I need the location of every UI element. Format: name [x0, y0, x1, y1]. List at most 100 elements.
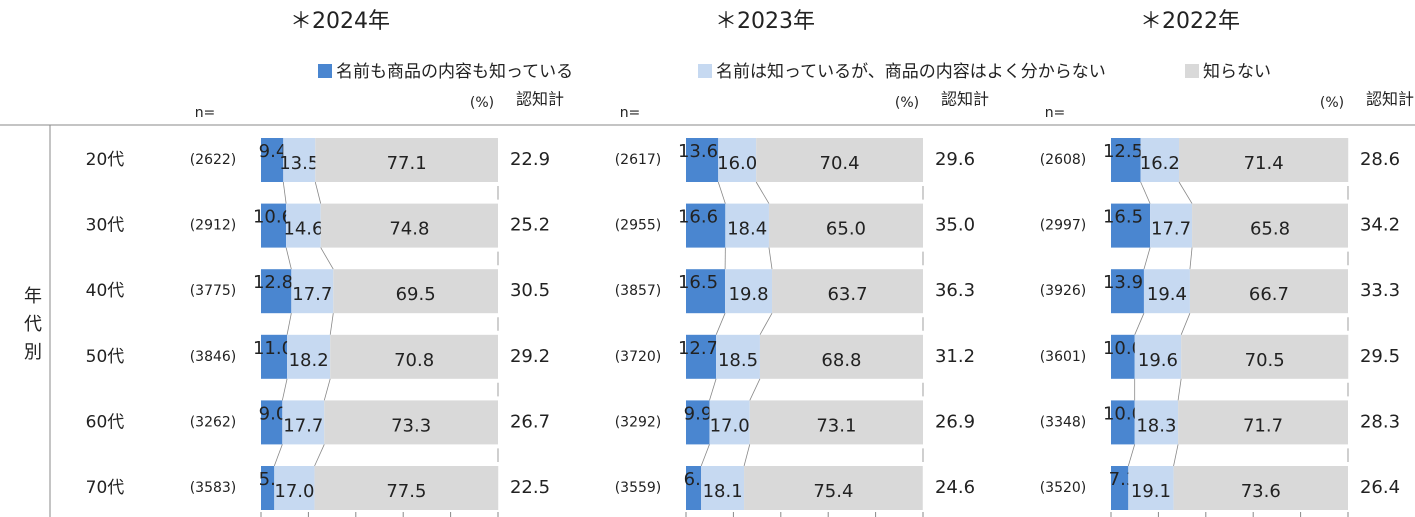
value-label: 18.4 [727, 219, 767, 240]
n-value: (3559) [615, 480, 662, 496]
total-value: 33.3 [1360, 280, 1400, 301]
value-label: 17.7 [292, 284, 332, 305]
category-label: 50代 [86, 347, 125, 367]
bar-segment [1192, 203, 1348, 248]
bar-segment [1140, 138, 1180, 182]
bar-segment [744, 466, 923, 510]
total-value: 30.5 [510, 280, 550, 301]
legend-swatch [698, 64, 712, 78]
value-label: 75.4 [813, 481, 853, 502]
bar-segment [686, 466, 702, 510]
connector [755, 181, 770, 204]
bar-segment [686, 138, 719, 182]
legend-label: 知らない [1203, 62, 1271, 82]
bar-segment [749, 400, 923, 445]
connector [1127, 444, 1136, 467]
value-label: 10.0 [1103, 403, 1143, 424]
bar-segment [1150, 203, 1193, 248]
total-value: 31.2 [935, 346, 975, 367]
n-value: (2622) [190, 152, 237, 168]
value-label: 10.6 [253, 207, 293, 228]
bar-segment [772, 269, 923, 314]
bar-segment [314, 466, 499, 510]
value-label: 17.0 [274, 481, 314, 502]
value-label: 77.5 [386, 481, 426, 502]
value-label: 10.0 [1103, 338, 1143, 359]
unit-label: (%) [1320, 95, 1344, 111]
n-value: (3720) [615, 349, 662, 365]
value-label: 70.4 [820, 153, 860, 174]
connector [314, 181, 322, 204]
n-value: (2912) [190, 218, 237, 234]
n-value: (3846) [190, 349, 237, 365]
bar-segment [725, 203, 769, 248]
bar-segment [709, 400, 750, 445]
unit-label: (%) [895, 95, 919, 111]
bar-segment [283, 138, 316, 182]
value-label: 9.0 [259, 403, 288, 424]
value-label: 16.0 [717, 153, 757, 174]
value-label: 71.4 [1244, 153, 1284, 174]
total-value: 29.2 [510, 346, 550, 367]
total-value: 29.5 [1360, 346, 1400, 367]
bar-segment [261, 334, 288, 379]
bar-segment [725, 269, 773, 314]
bar-segment [1179, 138, 1349, 182]
connector [282, 181, 287, 204]
value-label: 9.4 [259, 141, 288, 162]
n-value: (2997) [1040, 218, 1087, 234]
connector [743, 444, 751, 467]
total-value: 26.4 [1360, 477, 1400, 498]
connector [700, 444, 710, 467]
value-label: 12.7 [678, 338, 718, 359]
total-value: 26.9 [935, 411, 975, 432]
value-label: 77.1 [387, 153, 427, 174]
n-value: (3775) [190, 283, 237, 299]
value-label: 69.5 [396, 284, 436, 305]
bar-segment [282, 400, 325, 445]
value-label: 63.7 [827, 284, 867, 305]
total-value: 28.3 [1360, 411, 1400, 432]
total-value: 24.6 [935, 477, 975, 498]
connector [749, 378, 761, 401]
bar-segment [701, 466, 745, 510]
total-value: 34.2 [1360, 215, 1400, 236]
value-label: 74.8 [389, 219, 429, 240]
value-label: 73.3 [391, 415, 431, 436]
connector [323, 378, 331, 401]
bar-segment [261, 138, 284, 182]
connector [285, 247, 292, 270]
n-value: (3348) [1040, 414, 1087, 430]
value-label: 73.1 [816, 415, 856, 436]
n-value: (3292) [615, 414, 662, 430]
bar-segment [718, 138, 757, 182]
bar-segment [315, 138, 498, 182]
total-header: 認知計 [516, 90, 564, 109]
connector [1178, 181, 1193, 204]
bar-segment [1143, 269, 1190, 314]
row-group-label-full: 年代別 [33, 0, 36, 2]
connector [1189, 247, 1193, 270]
value-label: 17.0 [710, 415, 750, 436]
n-value: (2608) [1040, 152, 1087, 168]
value-label: 19.4 [1147, 284, 1187, 305]
total-header: 認知計 [1366, 90, 1414, 109]
bar-segment [1181, 334, 1349, 379]
bar-segment [768, 203, 923, 248]
category-label: 40代 [86, 281, 125, 301]
connector [1180, 313, 1191, 335]
n-value: (3583) [190, 480, 237, 496]
value-label: 68.8 [821, 350, 861, 371]
bar-segment [686, 334, 717, 379]
connector [1173, 444, 1179, 467]
unit-label: (%) [470, 95, 494, 111]
connector [1177, 378, 1182, 401]
value-label: 17.7 [283, 415, 323, 436]
connector [281, 378, 288, 401]
bar-segment [756, 138, 923, 182]
bar-segment [261, 400, 283, 445]
bar-segment [320, 203, 498, 248]
total-value: 25.2 [510, 215, 550, 236]
value-label: 70.5 [1245, 350, 1285, 371]
